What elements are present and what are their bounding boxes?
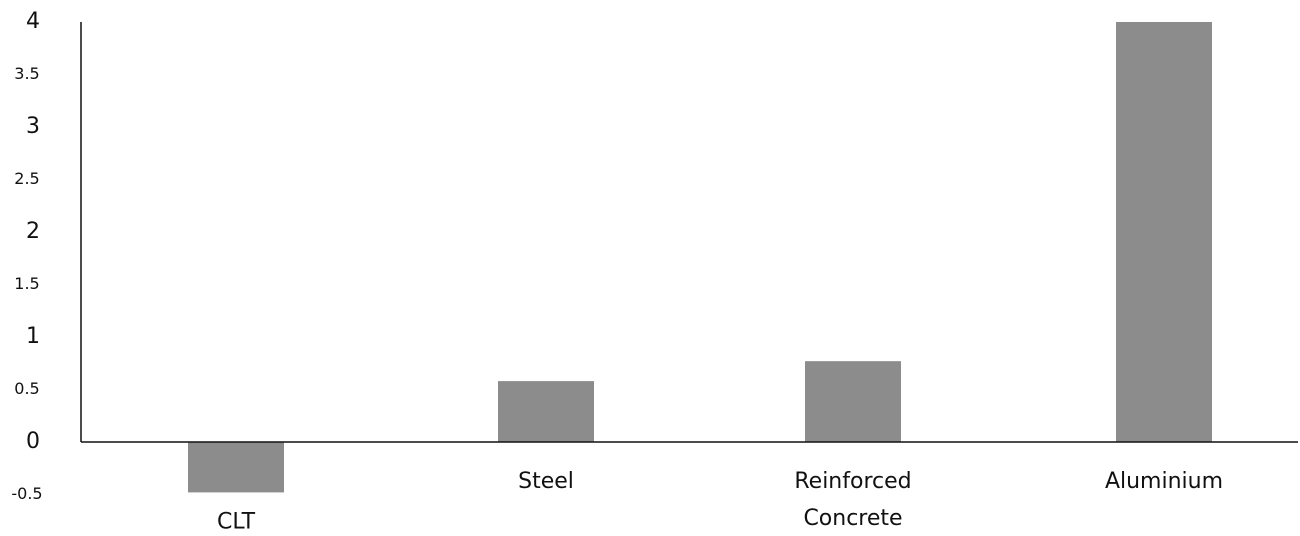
bars-group <box>188 22 1212 493</box>
y-tick-label: 0 <box>26 429 40 454</box>
y-tick-label: 0.5 <box>14 379 39 398</box>
y-tick-label: -0.5 <box>11 484 42 503</box>
bar-reinforced-concrete <box>805 361 901 442</box>
y-tick-label: 3.5 <box>14 64 39 83</box>
x-category-labels: CLT Steel Reinforced Concrete Aluminium <box>217 469 1223 534</box>
y-tick-label: 2.5 <box>14 169 39 188</box>
y-tick-label: 4 <box>26 9 40 34</box>
y-tick-label: 1.5 <box>14 274 39 293</box>
y-tick-labels: 4 3.5 3 2.5 2 1.5 1 0.5 0 -0.5 <box>11 9 42 503</box>
bar-aluminium <box>1116 22 1212 442</box>
x-category-label: CLT <box>217 509 256 534</box>
y-tick-label: 3 <box>26 114 40 139</box>
y-tick-label: 1 <box>26 324 40 349</box>
x-category-label: Steel <box>518 469 574 494</box>
x-category-label: Reinforced <box>794 469 911 494</box>
y-tick-label: 2 <box>26 219 40 244</box>
bar-clt <box>188 442 284 493</box>
x-category-label: Concrete <box>803 506 902 531</box>
bar-steel <box>498 381 594 442</box>
x-category-label: Aluminium <box>1105 469 1223 494</box>
